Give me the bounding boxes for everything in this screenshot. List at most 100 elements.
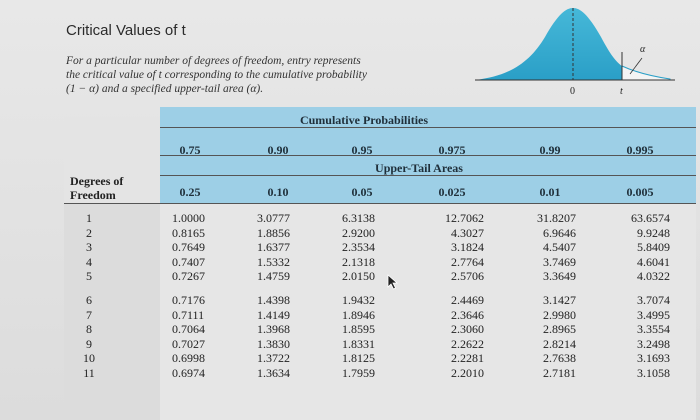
tail-area-0-025: 0.025	[438, 185, 466, 199]
cum-prob-0-95: 0.95	[351, 143, 373, 157]
tail-rule	[160, 175, 696, 176]
cell: 1.8946	[342, 307, 375, 322]
column-0-75: 1.0000 0.8165 0.7649 0.7407 0.7267 0.717…	[172, 211, 205, 381]
curve-area	[475, 8, 622, 80]
cell: 0.7407	[172, 254, 205, 269]
column-0-90: 3.0777 1.8856 1.6377 1.5332 1.4759 1.439…	[257, 211, 290, 381]
critical-values-table: Cumulative Probabilities Upper-Tail Area…	[64, 107, 696, 420]
cell: 1.4398	[257, 292, 290, 307]
tail-area-0-01: 0.01	[539, 185, 561, 199]
cell: 2.9980	[543, 307, 576, 322]
mid-rule	[160, 155, 696, 156]
cell: 2.8214	[543, 336, 576, 351]
table-body	[160, 203, 696, 420]
tail-area-0-05: 0.05	[351, 185, 373, 199]
alpha-pointer	[629, 57, 643, 75]
cum-prob-0-75: 0.75	[179, 143, 201, 157]
df-value: 4	[86, 254, 92, 269]
df-value: 8	[86, 322, 92, 337]
t-label: t	[620, 86, 623, 97]
cell: 2.5706	[451, 269, 484, 284]
cell: 2.4469	[451, 292, 484, 307]
cell: 3.7469	[543, 254, 576, 269]
cell: 1.8125	[342, 351, 375, 366]
header-rule	[64, 203, 696, 204]
alpha-label: α	[640, 44, 646, 55]
column-0-995: 63.6574 9.9248 5.8409 4.6041 4.0322 3.70…	[616, 211, 670, 381]
column-0-975: 12.7062 4.3027 3.1824 2.7764 2.5706 2.44…	[434, 211, 484, 381]
cell: 3.1427	[543, 292, 576, 307]
cell: 1.3968	[257, 322, 290, 337]
cell: 2.7638	[543, 351, 576, 366]
cell: 2.3060	[451, 322, 484, 337]
df-value: 5	[86, 269, 92, 284]
cell: 3.7074	[637, 292, 670, 307]
cell: 0.8165	[172, 225, 205, 240]
cell: 2.9200	[342, 225, 375, 240]
cell: 0.6974	[172, 365, 205, 380]
cell: 3.4995	[637, 307, 670, 322]
df-value: 1	[86, 211, 92, 225]
tail-area-0-10: 0.10	[267, 185, 289, 199]
df-value: 2	[86, 225, 92, 240]
cell: 1.4149	[257, 307, 290, 322]
cell: 1.8856	[257, 225, 290, 240]
cell: 9.9248	[637, 225, 670, 240]
stub-body	[64, 203, 160, 420]
cell: 2.7764	[451, 254, 484, 269]
cell: 1.7959	[342, 365, 375, 380]
degrees-of-freedom-header: Degrees of Freedom	[70, 174, 124, 202]
top-rule	[160, 127, 696, 128]
cell: 4.5407	[543, 240, 576, 255]
cell: 1.8331	[342, 336, 375, 351]
cell: 4.3027	[451, 225, 484, 240]
tail-area-0-005: 0.005	[626, 185, 654, 199]
cell: 1.9432	[342, 292, 375, 307]
cell: 1.3634	[257, 365, 290, 380]
description-line-1: For a particular number of degrees of fr…	[66, 55, 361, 67]
description-line-3: (1 − α) and a specified upper-tail area …	[66, 83, 264, 95]
cell: 1.6377	[257, 240, 290, 255]
df-value: 7	[86, 307, 92, 322]
df-value: 6	[86, 292, 92, 307]
cell: 3.3554	[637, 322, 670, 337]
tail-area-0-25: 0.25	[179, 185, 201, 199]
cell: 3.0777	[257, 211, 290, 225]
cell: 0.7267	[172, 269, 205, 284]
cell: 2.2281	[451, 351, 484, 366]
cumulative-probabilities-label: Cumulative Probabilities	[299, 113, 429, 127]
cell: 0.7111	[172, 307, 205, 322]
mouse-cursor-icon	[387, 274, 399, 290]
cell: 2.1318	[342, 254, 375, 269]
alpha-tail	[621, 65, 671, 81]
column-0-95: 6.3138 2.9200 2.3534 2.1318 2.0150 1.943…	[342, 211, 375, 381]
column-0-99: 31.8207 6.9646 4.5407 3.7469 3.3649 3.14…	[526, 211, 576, 381]
stub-header	[64, 117, 160, 203]
cell: 3.2498	[637, 336, 670, 351]
cell: 2.3534	[342, 240, 375, 255]
cell: 31.8207	[537, 211, 576, 225]
cell: 0.7027	[172, 336, 205, 351]
cell: 1.0000	[172, 211, 205, 225]
cell: 6.9646	[543, 225, 576, 240]
cell: 1.4759	[257, 269, 290, 284]
cell: 0.7649	[172, 240, 205, 255]
cell: 0.6998	[172, 351, 205, 366]
cell: 3.1824	[451, 240, 484, 255]
cell: 12.7062	[445, 211, 484, 225]
cell: 6.3138	[342, 211, 375, 225]
cell: 4.6041	[637, 254, 670, 269]
df-column: 1 2 3 4 5 6 7 8 9 10 11	[78, 211, 100, 381]
cell: 63.6574	[631, 211, 670, 225]
table-description: For a particular number of degrees of fr…	[66, 54, 446, 96]
cum-prob-0-995: 0.995	[626, 143, 654, 157]
cell: 1.8595	[342, 322, 375, 337]
description-line-2: the critical value of t corresponding to…	[66, 69, 367, 81]
cell: 3.1058	[637, 365, 670, 380]
cum-prob-0-975: 0.975	[438, 143, 466, 157]
cell: 5.8409	[637, 240, 670, 255]
cum-prob-0-90: 0.90	[267, 143, 289, 157]
cum-prob-0-99: 0.99	[539, 143, 561, 157]
cell: 2.7181	[543, 365, 576, 380]
